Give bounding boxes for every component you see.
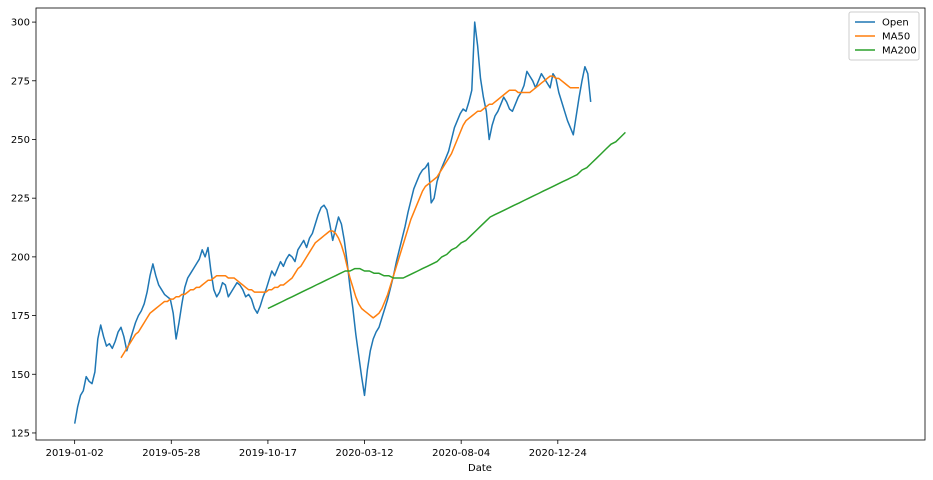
x-tick-label: 2019-01-02 — [46, 448, 104, 459]
x-tick-label: 2019-05-28 — [142, 448, 200, 459]
series-line-open — [73, 21, 592, 424]
y-tick-label: 225 — [11, 194, 30, 205]
y-tick-label: 200 — [11, 252, 30, 263]
legend-label: MA50 — [882, 32, 910, 43]
y-tick-label: 300 — [11, 18, 30, 29]
series-line-ma200 — [267, 131, 626, 310]
x-tick-label: 2020-08-04 — [432, 448, 490, 459]
x-tick-label: 2019-10-17 — [239, 448, 297, 459]
y-tick-label: 275 — [11, 76, 30, 87]
x-tick-label: 2020-12-24 — [529, 448, 587, 459]
series-line-ma50 — [120, 75, 580, 359]
y-axis: 125 150 175 200 225 250 275 300 — [11, 18, 36, 439]
legend: Open MA50 MA200 — [848, 11, 920, 61]
legend-box — [848, 11, 920, 61]
y-tick-label: 125 — [11, 428, 30, 439]
legend-label: Open — [882, 18, 909, 29]
legend-label: MA200 — [882, 46, 917, 57]
x-axis-label: Date — [468, 463, 492, 474]
x-axis: 2019-01-02 2019-05-28 2019-10-17 2020-03-12… — [46, 440, 587, 459]
y-tick-label: 175 — [11, 311, 30, 322]
y-tick-label: 150 — [11, 370, 30, 381]
x-tick-label: 2020-03-12 — [335, 448, 393, 459]
series-lines — [73, 21, 626, 424]
y-tick-label: 250 — [11, 135, 30, 146]
plot-frame — [35, 7, 926, 441]
